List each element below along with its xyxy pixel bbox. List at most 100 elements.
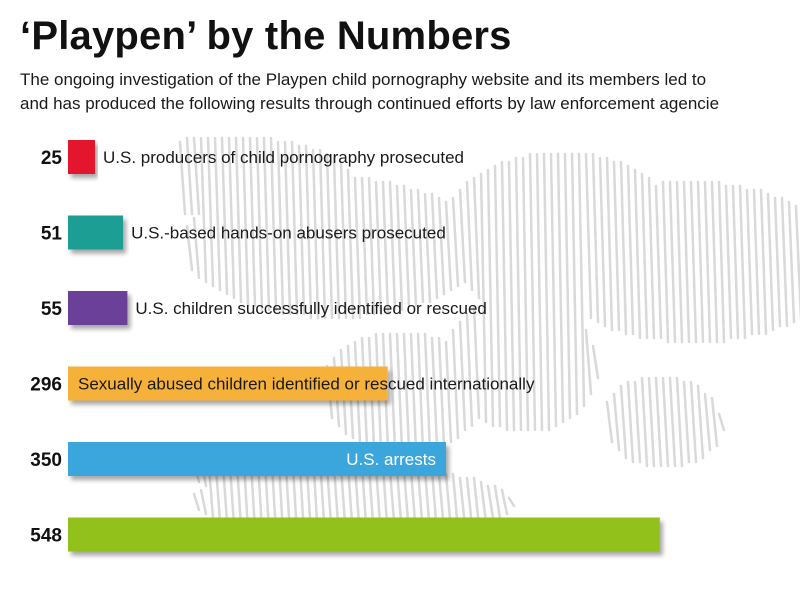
- map-stripe: [234, 136, 243, 304]
- map-stripe: [248, 136, 257, 308]
- map-stripe: [780, 196, 789, 328]
- map-stripe: [465, 312, 474, 428]
- map-stripe: [563, 152, 572, 420]
- map-stripe: [332, 156, 341, 320]
- map-stripe: [500, 488, 509, 516]
- map-stripe: [759, 188, 768, 336]
- map-stripe: [269, 136, 278, 312]
- map-stripe: [724, 184, 733, 340]
- map-stripe: [794, 204, 800, 319]
- map-stripe: [612, 392, 621, 452]
- map-stripe: [409, 188, 418, 308]
- map-stripe: [458, 320, 467, 432]
- map-stripe: [703, 392, 712, 452]
- map-stripe: [528, 152, 537, 432]
- map-stripe: [717, 412, 726, 432]
- map-stripe: [346, 168, 355, 320]
- map-stripe: [486, 484, 495, 520]
- map-stripe: [353, 176, 362, 320]
- subtitle-line-2: and has produced the following results t…: [20, 94, 720, 113]
- map-stripe: [388, 180, 397, 312]
- map-stripe: [556, 152, 565, 424]
- map-stripe: [444, 340, 453, 444]
- map-stripe: [360, 176, 369, 316]
- map-stripe: [507, 160, 516, 432]
- map-stripe: [318, 148, 327, 320]
- map-stripe: [185, 224, 194, 272]
- category-label-4: Sexually abused children identified or r…: [78, 375, 535, 394]
- map-stripe: [591, 344, 600, 380]
- map-stripe: [738, 184, 747, 340]
- map-stripe: [682, 380, 691, 464]
- map-stripe: [472, 176, 481, 300]
- map-stripe: [535, 152, 544, 432]
- map-stripe: [647, 176, 656, 340]
- map-stripe: [192, 492, 201, 512]
- map-stripe: [612, 160, 621, 332]
- map-stripe: [661, 376, 670, 468]
- map-stripe: [206, 136, 215, 288]
- value-label-5: 350: [30, 450, 62, 471]
- map-stripe: [787, 200, 796, 324]
- value-label-6: 548: [30, 526, 62, 547]
- map-stripe: [437, 196, 446, 296]
- bar-2: [68, 215, 124, 250]
- page-title: ‘Playpen’ by the Numbers: [20, 14, 512, 58]
- map-stripe: [227, 136, 236, 300]
- map-stripe: [409, 332, 418, 452]
- map-stripe: [689, 380, 698, 464]
- category-label-2: U.S.-based hands-on abusers prosecuted: [131, 224, 446, 243]
- map-stripe: [290, 140, 299, 316]
- map-stripe: [654, 184, 663, 340]
- value-label-3: 55: [41, 299, 63, 320]
- map-stripe: [465, 180, 474, 292]
- bar-4: [68, 366, 388, 401]
- category-label-3: U.S. children successfully identified or…: [135, 299, 487, 318]
- map-stripe: [668, 180, 677, 344]
- map-stripe: [185, 136, 194, 216]
- map-stripe: [640, 172, 649, 340]
- map-stripe: [402, 332, 411, 452]
- map-stripe: [199, 488, 208, 516]
- map-stripe: [654, 376, 663, 468]
- map-stripe: [633, 380, 642, 464]
- value-label-1: 25: [41, 148, 63, 169]
- map-stripe: [542, 152, 551, 432]
- map-stripe: [640, 376, 649, 468]
- map-stripe: [675, 180, 684, 344]
- map-stripe: [661, 180, 670, 344]
- map-stripe: [479, 172, 488, 424]
- map-stripe: [682, 180, 691, 344]
- map-stripe: [626, 380, 635, 464]
- map-stripe: [689, 180, 698, 344]
- map-stripe: [304, 144, 313, 320]
- map-stripe: [339, 160, 348, 320]
- map-stripe: [703, 180, 712, 344]
- map-stripe: [402, 184, 411, 308]
- map-stripe: [458, 188, 467, 284]
- map-stripe: [374, 180, 383, 316]
- category-label-1: U.S. producers of child pornography pros…: [103, 148, 464, 167]
- map-stripe: [199, 136, 208, 284]
- map-stripe: [605, 400, 614, 444]
- map-stripe: [647, 376, 656, 468]
- map-stripe: [255, 136, 264, 312]
- map-stripe: [395, 332, 404, 452]
- map-stripe: [731, 184, 740, 340]
- map-stripe: [717, 180, 726, 344]
- map-stripe: [325, 152, 334, 320]
- map-stripe: [451, 196, 460, 288]
- map-stripe: [423, 332, 432, 452]
- map-stripe: [507, 496, 516, 508]
- map-stripe: [262, 136, 271, 312]
- map-stripe: [493, 164, 502, 428]
- map-stripe: [675, 376, 684, 468]
- map-stripe: [745, 188, 754, 336]
- map-stripe: [710, 396, 719, 448]
- map-stripe: [598, 156, 607, 328]
- map-stripe: [549, 152, 558, 428]
- bar-5: [68, 442, 446, 476]
- map-stripe: [577, 152, 586, 408]
- map-stripe: [444, 200, 453, 292]
